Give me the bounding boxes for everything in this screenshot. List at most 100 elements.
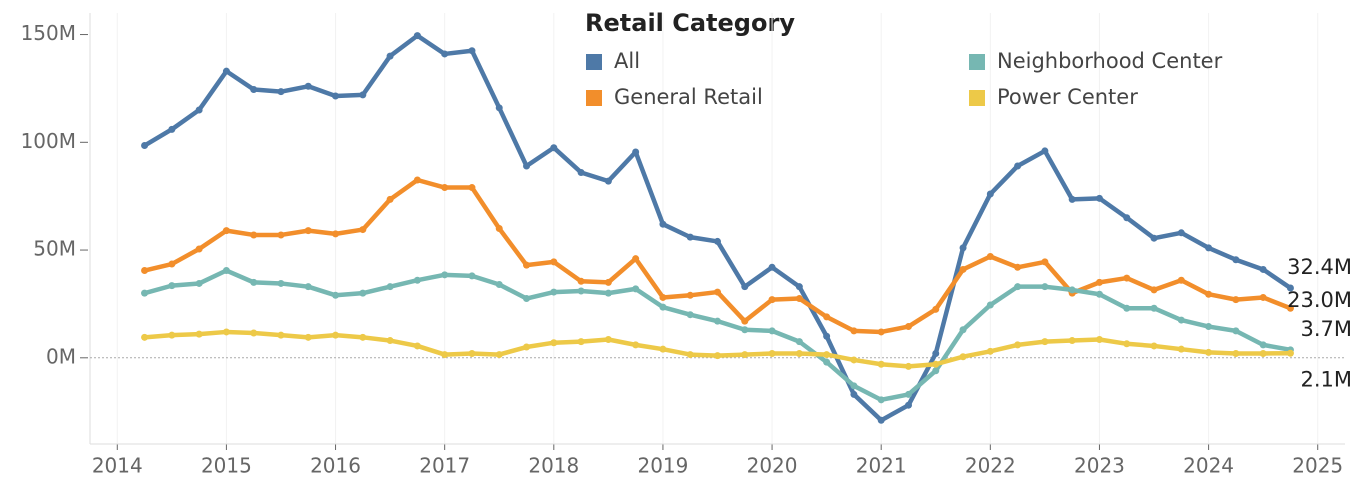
point (386, 283, 394, 291)
x-tick-label: 2016 (310, 454, 361, 477)
point (441, 50, 449, 58)
point (1123, 214, 1131, 222)
point (986, 347, 994, 355)
point (1286, 304, 1294, 312)
point (577, 287, 585, 295)
point (1150, 342, 1158, 350)
x-tick-label: 2024 (1183, 454, 1234, 477)
point (1205, 290, 1213, 298)
point (1150, 286, 1158, 294)
point (1205, 244, 1213, 252)
point (1041, 147, 1049, 155)
point (1068, 195, 1076, 203)
point (904, 401, 912, 409)
point (550, 258, 558, 266)
point (141, 142, 149, 150)
point (741, 326, 749, 334)
point (1150, 234, 1158, 242)
point (1041, 338, 1049, 346)
point (1068, 286, 1076, 294)
point (768, 327, 776, 335)
point (1014, 283, 1022, 291)
point (550, 288, 558, 296)
point (386, 52, 394, 60)
series-line (144, 177, 1292, 335)
point (904, 390, 912, 398)
point (877, 416, 885, 424)
point (168, 282, 176, 290)
legend-label: All (614, 49, 640, 73)
point (714, 352, 721, 360)
point (277, 279, 285, 287)
point (277, 231, 285, 239)
point (959, 326, 967, 334)
point (632, 285, 640, 293)
point (632, 255, 640, 263)
point (222, 267, 230, 275)
point (1259, 341, 1267, 349)
point (168, 331, 176, 339)
x-tick-label: 2023 (1074, 454, 1125, 477)
series-line (144, 329, 1291, 369)
point (413, 32, 421, 40)
point (714, 237, 721, 245)
point (959, 265, 967, 273)
point (468, 272, 476, 280)
point (1041, 258, 1049, 266)
point (741, 351, 749, 359)
point (277, 331, 285, 339)
data-label: 23.0M (1287, 288, 1352, 312)
point (1014, 341, 1022, 349)
point (523, 162, 531, 170)
point (141, 333, 149, 341)
point (850, 356, 858, 364)
point (1014, 263, 1022, 271)
point (741, 317, 749, 325)
point (686, 233, 694, 241)
point (604, 177, 612, 185)
point (850, 327, 858, 335)
point (795, 283, 803, 291)
point (195, 330, 203, 338)
point (332, 230, 340, 238)
point (413, 342, 421, 350)
y-tick-label: 50M (33, 237, 76, 261)
point (823, 313, 831, 321)
point (714, 317, 721, 325)
point (332, 92, 340, 100)
point (768, 263, 776, 271)
point (468, 184, 476, 192)
point (632, 148, 640, 156)
point (577, 277, 585, 285)
point (468, 47, 476, 55)
point (577, 338, 585, 346)
point (441, 184, 449, 192)
legend-swatch (969, 90, 985, 106)
legend-label: General Retail (614, 85, 763, 109)
point (495, 281, 503, 289)
legend-label: Power Center (997, 85, 1138, 109)
point (659, 220, 667, 228)
point (250, 231, 258, 239)
point (250, 86, 258, 94)
point (986, 253, 994, 261)
x-tick-label: 2025 (1292, 454, 1343, 477)
data-label: 32.4M (1287, 255, 1352, 279)
point (168, 125, 176, 133)
point (1259, 265, 1267, 273)
point (1232, 296, 1240, 304)
point (1205, 323, 1213, 331)
point (1286, 284, 1294, 292)
point (413, 176, 421, 184)
point (850, 382, 858, 390)
point (1068, 337, 1076, 345)
point (1123, 274, 1131, 282)
x-tick-label: 2020 (747, 454, 798, 477)
point (632, 341, 640, 349)
point (1123, 340, 1131, 348)
point (604, 278, 612, 286)
point (195, 279, 203, 287)
x-tick-label: 2018 (528, 454, 579, 477)
point (550, 144, 558, 152)
point (823, 351, 831, 359)
